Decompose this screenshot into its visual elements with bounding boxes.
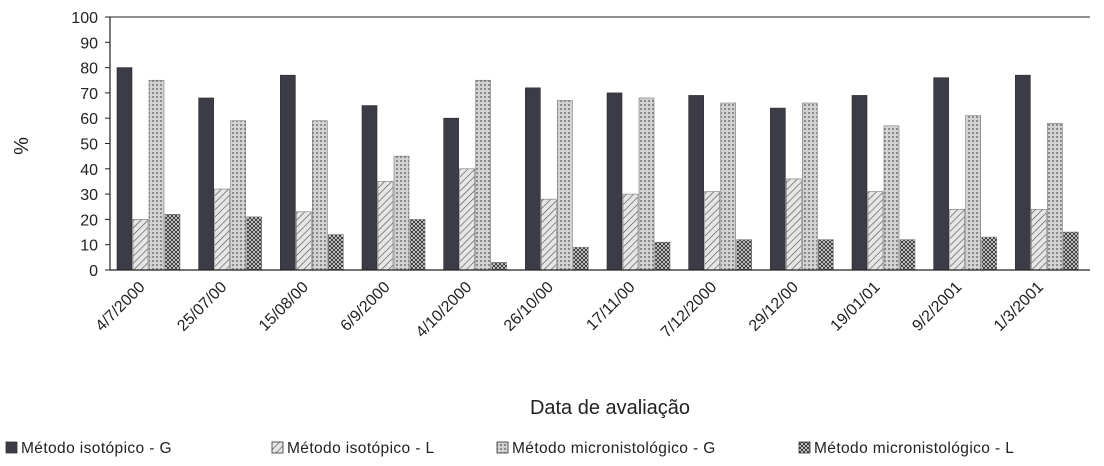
x-tick-label: 4/7/2000 [93, 279, 149, 335]
y-tick-label: 0 [89, 263, 98, 280]
legend: Método isotópico - G Método isotópico - L… [5, 440, 1014, 457]
legend-label-micro-g: Método micronistológico - G [512, 440, 716, 457]
x-axis-title: Data de avaliação [530, 397, 690, 419]
y-tick-label: 60 [80, 111, 98, 128]
x-tick-label: 26/10/00 [501, 279, 557, 335]
bar-iso-g [525, 87, 541, 271]
bar-iso-g [606, 92, 623, 271]
bar-micro-g [312, 120, 328, 271]
y-tick-label: 70 [80, 86, 98, 103]
bars [116, 67, 1079, 271]
bar-iso-g [116, 67, 133, 271]
bar-iso-l [214, 188, 230, 271]
bar-iso-l [132, 219, 149, 271]
y-tick-label: 10 [80, 238, 98, 255]
y-tick-label: 50 [80, 137, 98, 154]
bar-micro-l [1063, 231, 1079, 271]
bar-iso-l [786, 178, 802, 271]
y-tick-label: 100 [71, 10, 98, 27]
bar-iso-g [1015, 74, 1031, 271]
x-tick-label: 6/9/2000 [338, 279, 394, 335]
x-tick-label: 25/07/00 [174, 279, 230, 335]
bar-micro-g [802, 102, 818, 271]
bar-micro-l [328, 234, 344, 271]
bar-micro-l [981, 236, 997, 271]
bar-iso-g [688, 95, 704, 271]
bar-micro-g [557, 100, 573, 271]
bar-micro-l [491, 262, 507, 271]
bar-iso-g [933, 77, 949, 271]
bar-micro-l [164, 214, 181, 271]
bar-micro-g [883, 125, 900, 271]
bar-iso-l [949, 208, 965, 271]
x-tick-label: 19/01/01 [828, 279, 884, 335]
bar-micro-g [148, 79, 165, 271]
x-tick-label: 9/2/2001 [909, 279, 965, 335]
legend-swatch-iso-g [5, 441, 18, 454]
bar-iso-g [198, 97, 214, 271]
legend-label-micro-l: Método micronistológico - L [814, 440, 1014, 457]
legend-swatch-iso-l [271, 441, 284, 454]
bar-micro-l [573, 246, 589, 271]
bar-iso-g [361, 105, 378, 271]
bar-iso-g [280, 74, 296, 271]
bar-micro-g [1047, 122, 1063, 271]
x-tick-label: 29/12/00 [746, 279, 802, 335]
bar-micro-g [230, 120, 246, 271]
bar-iso-l [704, 191, 720, 271]
bar-iso-l [867, 191, 884, 271]
bar-iso-l [296, 211, 312, 271]
bar-iso-l [622, 193, 639, 271]
bar-micro-l [654, 241, 671, 271]
bar-micro-l [899, 239, 916, 271]
bar-iso-g [851, 95, 868, 271]
y-axis-ticks: 0 10 20 30 40 50 60 70 80 90 100 [71, 10, 110, 280]
bar-iso-l [377, 181, 394, 271]
y-tick-label: 30 [80, 187, 98, 204]
x-tick-label: 4/10/2000 [413, 279, 475, 341]
x-tick-label: 1/3/2001 [991, 279, 1047, 335]
legend-label-iso-l: Método isotópico - L [287, 440, 435, 457]
bar-micro-g [475, 79, 491, 271]
x-tick-label: 17/11/00 [583, 279, 638, 334]
bar-micro-l [818, 239, 834, 271]
bar-iso-g [770, 107, 786, 271]
y-tick-label: 90 [80, 35, 98, 52]
bar-iso-l [459, 168, 475, 271]
bar-micro-l [736, 239, 752, 271]
bar-iso-g [443, 117, 459, 271]
bar-iso-l [1031, 208, 1047, 271]
y-tick-label: 20 [80, 212, 98, 229]
bar-micro-l [246, 216, 262, 271]
bar-micro-g [720, 102, 736, 271]
bar-micro-g [638, 97, 655, 271]
legend-label-iso-g: Método isotópico - G [21, 440, 172, 457]
y-tick-label: 40 [80, 162, 98, 179]
x-axis-labels: 4/7/2000 25/07/00 15/08/00 6/9/2000 4/10/200… [93, 279, 1047, 341]
bar-iso-l [541, 198, 557, 271]
legend-swatch-micro-l [798, 441, 811, 454]
legend-swatch-micro-g [496, 441, 509, 454]
bar-micro-l [409, 219, 426, 271]
y-axis-title: % [11, 137, 33, 155]
y-tick-label: 80 [80, 61, 98, 78]
bar-micro-g [965, 115, 981, 271]
bar-micro-g [393, 155, 410, 271]
x-tick-label: 7/12/2000 [658, 279, 720, 341]
x-tick-label: 15/08/00 [256, 279, 312, 335]
